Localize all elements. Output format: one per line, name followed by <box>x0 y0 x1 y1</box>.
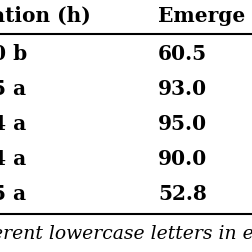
Text: 4 a: 4 a <box>0 114 26 134</box>
Text: 5 a: 5 a <box>0 79 26 99</box>
Text: 60.5: 60.5 <box>158 44 207 64</box>
Text: erent lowercase letters in e: erent lowercase letters in e <box>0 225 252 243</box>
Text: 5 a: 5 a <box>0 184 26 204</box>
Text: 4 a: 4 a <box>0 149 26 169</box>
Text: 0 b: 0 b <box>0 44 27 64</box>
Text: 95.0: 95.0 <box>158 114 207 134</box>
Text: Emerge: Emerge <box>158 6 245 26</box>
Text: 90.0: 90.0 <box>158 149 207 169</box>
Text: ation (h): ation (h) <box>0 6 91 26</box>
Text: 93.0: 93.0 <box>158 79 207 99</box>
Text: 52.8: 52.8 <box>158 184 207 204</box>
